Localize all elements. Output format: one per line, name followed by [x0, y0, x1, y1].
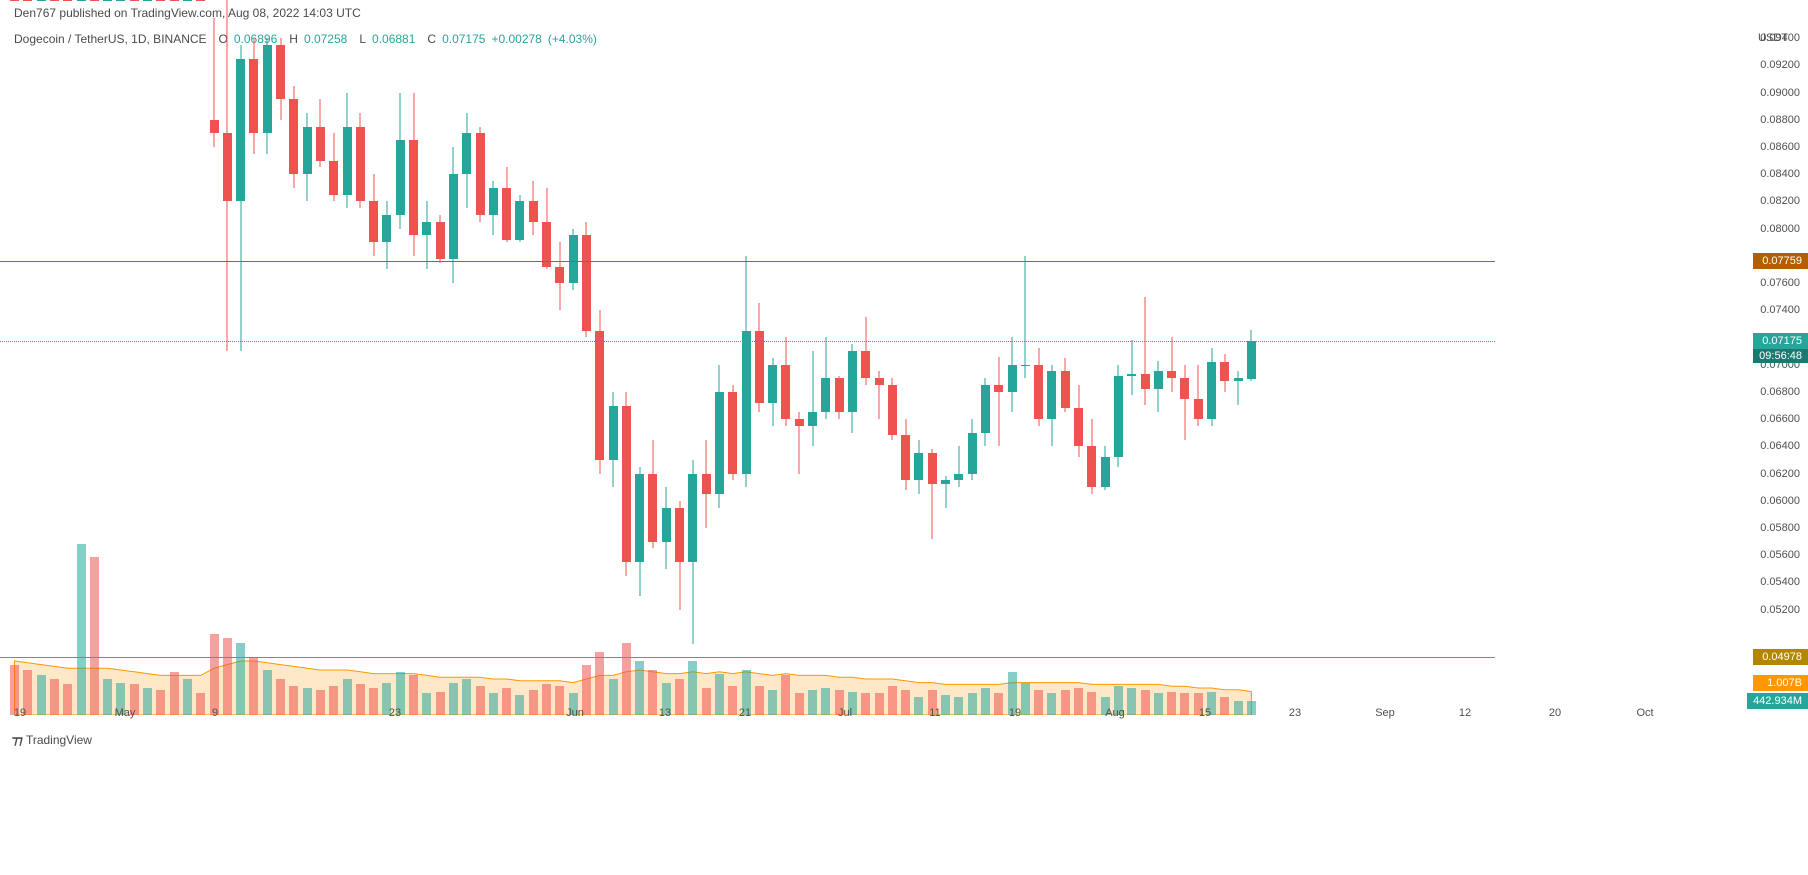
time-axis-tick: 13	[659, 707, 671, 719]
price-axis-tick: 0.09200	[1760, 59, 1800, 71]
volume-ma-tag: 1.007B	[1753, 675, 1808, 691]
time-axis-tick: 21	[739, 707, 751, 719]
time-axis-tick: May	[115, 707, 136, 719]
price-axis-tick: 0.06800	[1760, 386, 1800, 398]
time-axis-tick: 20	[1549, 707, 1561, 719]
time-axis-tick: 19	[1009, 707, 1021, 719]
support-line	[0, 657, 1495, 658]
resistance-line	[0, 261, 1495, 262]
time-axis-tick: Aug	[1105, 707, 1125, 719]
price-axis-tick: 0.07600	[1760, 277, 1800, 289]
chart-root: Den767 published on TradingView.com, Aug…	[0, 0, 1808, 875]
volume-bar	[595, 652, 604, 715]
price-axis-tick: 0.05600	[1760, 549, 1800, 561]
price-axis-tick: 0.07400	[1760, 304, 1800, 316]
countdown-tag: 09:56:48	[1753, 349, 1808, 363]
time-axis-tick: Sep	[1375, 707, 1395, 719]
chart-area[interactable]	[0, 0, 1495, 875]
time-axis-tick: 9	[212, 707, 218, 719]
logo-text: TradingView	[26, 733, 92, 747]
volume-bar	[236, 643, 245, 715]
time-axis-tick: 23	[1289, 707, 1301, 719]
volume-bar	[77, 544, 86, 715]
time-axis-tick: 23	[389, 707, 401, 719]
current-price-line	[0, 341, 1495, 342]
price-axis-tick: 0.05200	[1760, 604, 1800, 616]
time-axis-tick: Jul	[838, 707, 852, 719]
volume-bar	[622, 643, 631, 715]
current-price-tag: 0.07175	[1753, 333, 1808, 349]
volume-layer	[0, 535, 1495, 715]
tradingview-logo: ⁊⁊ TradingView	[12, 733, 92, 747]
time-axis-tick: 19	[14, 707, 26, 719]
price-axis-tick: 0.08200	[1760, 195, 1800, 207]
price-axis-tick: 0.06200	[1760, 468, 1800, 480]
time-axis-tick: 15	[1199, 707, 1211, 719]
volume-tag: 442.934M	[1747, 693, 1808, 709]
price-axis-tick: 0.09000	[1760, 87, 1800, 99]
price-axis-tick: 0.08800	[1760, 114, 1800, 126]
price-axis-tick: 0.09400	[1760, 32, 1800, 44]
time-axis[interactable]: 19 May 9 23 Jun 13 21 Jul 11 19 Aug 15 23 Sep 12 20 Oct	[0, 707, 1808, 727]
logo-icon: ⁊⁊	[12, 733, 22, 747]
resistance-tag: 0.07759	[1753, 253, 1808, 269]
volume-bar	[90, 557, 99, 715]
time-axis-tick: 11	[929, 707, 940, 719]
price-axis-tick: 0.08600	[1760, 141, 1800, 153]
price-axis-tick: 0.06400	[1760, 440, 1800, 452]
volume-bar	[223, 638, 232, 715]
price-axis-tick: 0.06000	[1760, 495, 1800, 507]
price-axis-tick: 0.08000	[1760, 223, 1800, 235]
price-axis-tick: 0.05800	[1760, 522, 1800, 534]
price-axis-tick: 0.05400	[1760, 576, 1800, 588]
time-axis-tick: 12	[1459, 707, 1471, 719]
support-tag: 0.04978	[1753, 649, 1808, 665]
time-axis-tick: Oct	[1636, 707, 1653, 719]
volume-bar	[210, 634, 219, 715]
time-axis-tick: Jun	[566, 707, 584, 719]
price-axis-tick: 0.06600	[1760, 413, 1800, 425]
price-axis-tick: 0.08400	[1760, 168, 1800, 180]
